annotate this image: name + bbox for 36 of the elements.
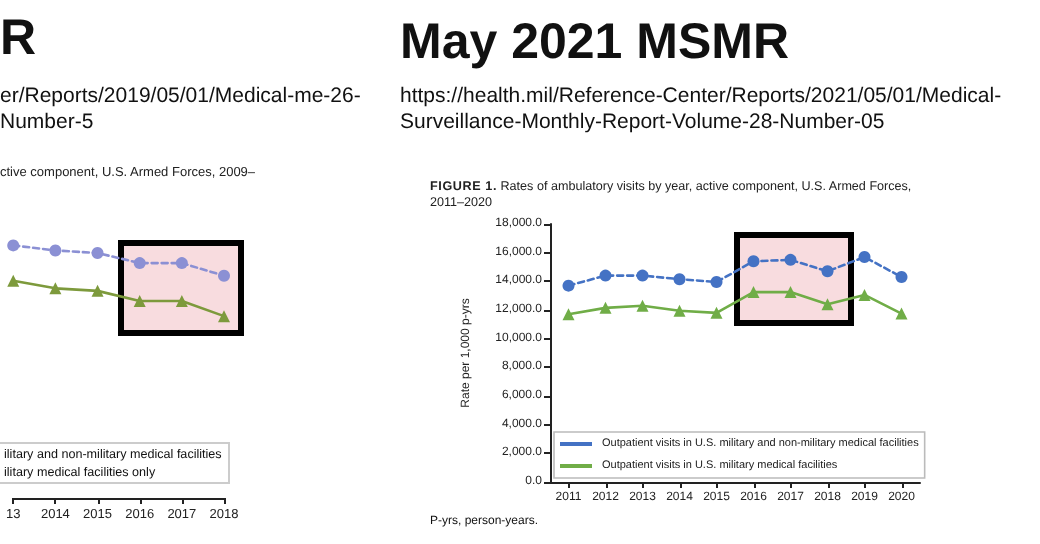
point — [218, 310, 230, 323]
point — [175, 257, 188, 270]
point — [895, 271, 908, 284]
point — [747, 255, 760, 268]
point — [562, 308, 575, 321]
text: May 2021 MSMR — [400, 12, 792, 72]
point — [218, 269, 230, 282]
point — [49, 282, 62, 295]
point — [858, 288, 871, 301]
point — [895, 307, 908, 320]
point — [710, 276, 723, 289]
point — [673, 273, 686, 286]
point — [673, 304, 686, 317]
point — [91, 246, 104, 259]
point — [710, 306, 723, 319]
point — [821, 298, 834, 311]
point — [784, 286, 797, 299]
point — [784, 253, 797, 266]
point — [821, 265, 834, 278]
point — [49, 244, 62, 257]
point — [858, 250, 871, 263]
point — [562, 279, 575, 292]
text: https://health.mil/Reference-Center/Reports/2021/05/01/Medical-Surveillance-Monthly-Report-Volume-28-Number-05 — [400, 84, 1004, 135]
text: R — [0, 8, 39, 68]
text: er/Reports/2019/05/01/Medical-me-26-Number-5 — [0, 84, 363, 135]
point — [599, 301, 612, 314]
point — [636, 299, 649, 312]
point — [599, 269, 612, 282]
point — [175, 294, 188, 307]
point — [133, 257, 146, 270]
point — [133, 294, 146, 307]
point — [636, 269, 649, 282]
point — [7, 274, 20, 287]
point — [747, 286, 760, 299]
point — [7, 239, 20, 252]
point — [91, 284, 104, 297]
